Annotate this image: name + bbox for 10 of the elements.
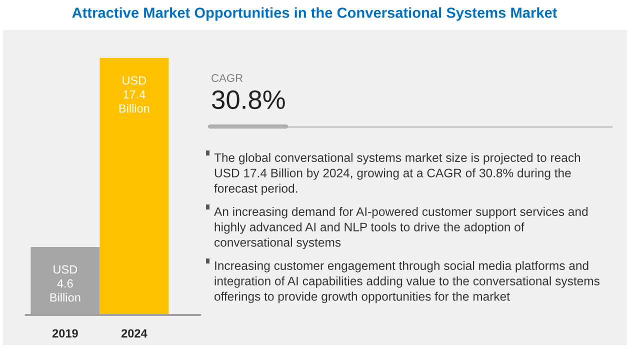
x-tick-label: 2019 xyxy=(52,329,78,338)
data-label: USD 17.4 Billion xyxy=(119,76,150,113)
text: Attractive Market Opportunities in the Conversational Systems Market xyxy=(72,7,558,21)
text: 30.8% xyxy=(212,90,285,110)
text: CAGR xyxy=(212,74,243,82)
text: Increasing customer engagement through social media platforms and integration of AI capabilities adding value to the conversational systems offerings to provide growth opportunities for the market xyxy=(214,261,600,304)
data-label: USD 4.6 Billion xyxy=(50,265,80,302)
text: An increasing demand for AI-powered customer support services and highly advanced AI and NLP tools to drive the adoption of conversational systems xyxy=(214,207,588,250)
x-tick-label: 2024 xyxy=(121,329,148,338)
text: The global conversational systems market size is projected to reach USD 17.4 Billion by 2024, growing at a CAGR of 30.8% during the forecast period. xyxy=(214,153,580,196)
